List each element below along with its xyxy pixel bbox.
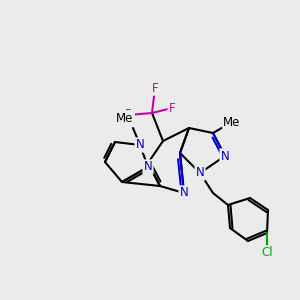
Text: N: N — [180, 187, 188, 200]
Text: N: N — [144, 160, 152, 173]
Text: Me: Me — [223, 116, 241, 128]
Text: F: F — [125, 109, 131, 122]
Text: Me: Me — [116, 112, 134, 124]
Text: F: F — [169, 101, 175, 115]
Text: F: F — [152, 82, 158, 94]
Text: N: N — [220, 149, 230, 163]
Text: Cl: Cl — [261, 247, 273, 260]
Text: N: N — [196, 167, 204, 179]
Text: N: N — [136, 139, 144, 152]
